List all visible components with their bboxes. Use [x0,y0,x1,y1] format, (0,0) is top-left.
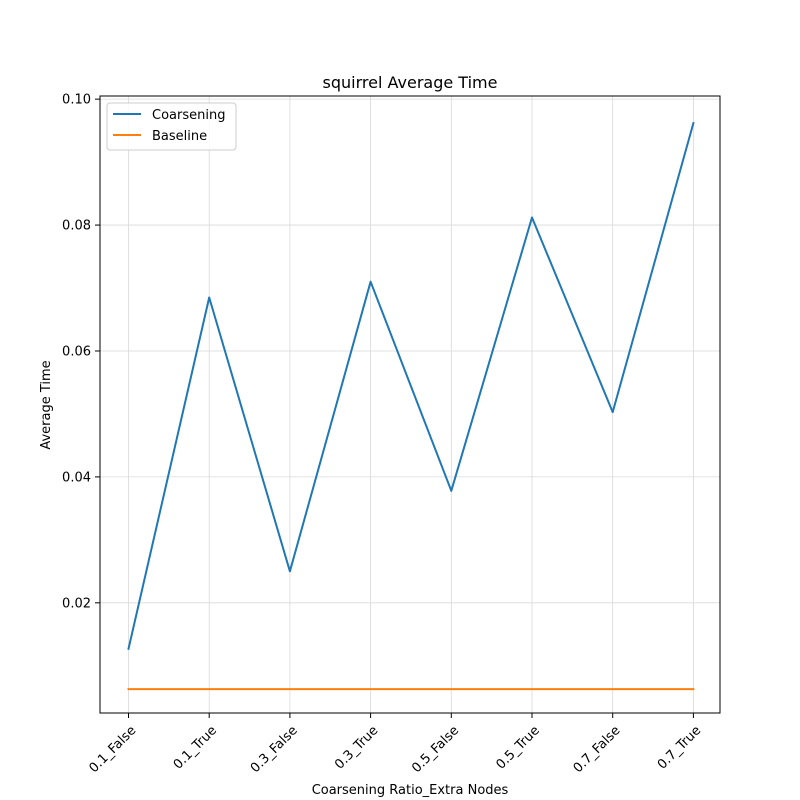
plot-frame [99,95,721,714]
x-tick-label: 0.7_True [655,723,704,772]
y-tick-label: 0.10 [62,93,91,108]
series-group [127,121,695,691]
x-tick-label: 0.1_False [86,723,139,776]
x-axis-label: Coarsening Ratio_Extra Nodes [312,783,509,798]
y-tick-label: 0.04 [62,470,91,485]
x-tick-label: 0.3_True [332,723,381,772]
legend-label-coarsening: Coarsening [152,108,225,123]
x-axis: 0.1_False 0.1_True 0.3_False 0.3_True 0.5_Fa… [86,713,704,776]
series-line-coarsening [127,121,695,650]
x-tick-label: 0.5_False [409,723,462,776]
chart-title: squirrel Average Time [323,73,498,92]
y-axis-label: Average Time [39,360,54,449]
x-tick-label: 0.3_False [248,723,301,776]
y-tick-label: 0.06 [62,344,91,359]
y-axis: 0.02 0.04 0.06 0.08 0.10 [62,93,100,611]
x-tick-label: 0.7_False [571,723,624,776]
legend: Coarsening Baseline [106,102,237,151]
legend-label-baseline: Baseline [152,129,207,144]
x-tick-label: 0.1_True [171,723,220,772]
grid [100,96,720,713]
y-tick-label: 0.08 [62,219,91,234]
y-tick-label: 0.02 [62,596,91,611]
x-tick-label: 0.5_True [493,723,542,772]
